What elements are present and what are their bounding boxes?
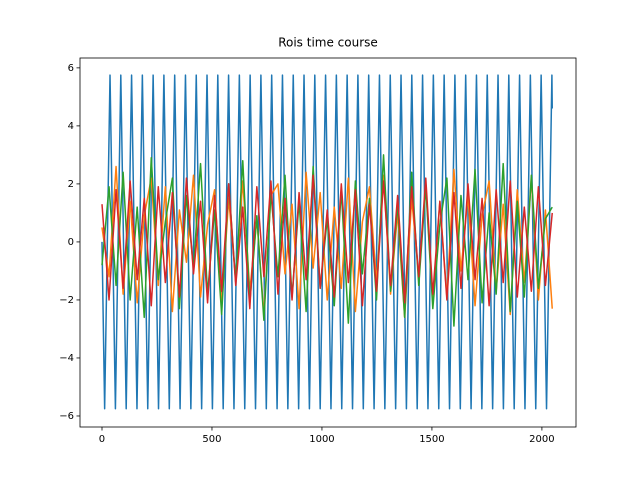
y-tick-label: 0 <box>68 237 74 248</box>
y-tick-label: −4 <box>59 353 74 364</box>
series-line <box>101 165 553 319</box>
x-tick-label: 0 <box>99 434 105 445</box>
series-line <box>101 174 553 310</box>
x-tick-label: 1000 <box>309 434 334 445</box>
y-tick-label: 4 <box>68 121 74 132</box>
x-tick-label: 1500 <box>419 434 444 445</box>
y-tick-label: −6 <box>59 411 74 422</box>
series-line <box>101 74 553 410</box>
y-tick-label: −2 <box>59 295 74 306</box>
y-tick-label: 6 <box>68 63 74 74</box>
axes-frame <box>79 57 577 428</box>
x-tick-label: 500 <box>202 434 221 445</box>
x-tick-label: 2000 <box>529 434 554 445</box>
y-tick-label: 2 <box>68 179 74 190</box>
plot-area <box>101 74 553 410</box>
chart-title: Rois time course <box>278 36 378 50</box>
